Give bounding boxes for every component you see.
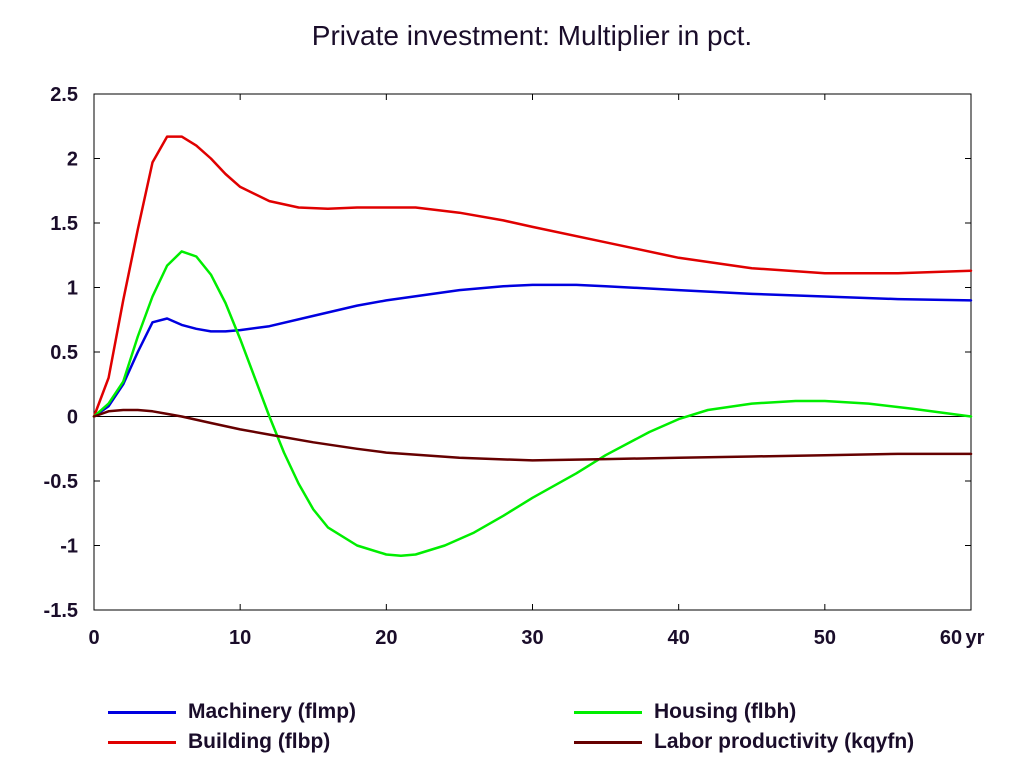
legend-swatch-labor-productivity: [574, 740, 642, 744]
x-tick-label: 60: [940, 627, 962, 649]
legend-item-labor-productivity: Labor productivity (kqyfn): [574, 730, 914, 754]
series-line-building: [92, 135, 973, 418]
x-tick-label: 20: [375, 627, 397, 649]
plot-frame: [93, 93, 972, 611]
x-unit-label: yr: [966, 627, 985, 649]
x-tick-label: 50: [814, 627, 836, 649]
y-tick-label: 2.5: [50, 84, 78, 106]
series-line-labor-productivity: [92, 408, 973, 462]
y-tick-label: 1: [67, 278, 78, 300]
y-tick-label: -1.5: [44, 600, 78, 622]
chart-title: Private investment: Multiplier in pct.: [311, 20, 753, 51]
x-tick-label: 40: [668, 627, 690, 649]
y-tick-label: 2: [67, 149, 78, 171]
y-tick-label: -0.5: [44, 471, 78, 493]
y-tick-label: 1.5: [50, 213, 78, 235]
x-tick-label: 10: [229, 627, 251, 649]
legend-label-building: Building (flbp): [188, 730, 331, 753]
legend-swatch-housing: [574, 710, 642, 714]
y-tick-label: 0: [67, 407, 78, 429]
legend-label-housing: Housing (flbh): [654, 700, 797, 723]
x-tick-label: 0: [88, 627, 99, 649]
legend-item-machinery: Machinery (flmp): [108, 700, 356, 724]
legend-label-machinery: Machinery (flmp): [188, 700, 357, 723]
y-tick-label: -1: [60, 536, 78, 558]
legend-item-housing: Housing (flbh): [574, 700, 796, 724]
series-line-housing: [92, 250, 973, 558]
legend-swatch-machinery: [108, 710, 176, 714]
series-line-machinery: [92, 283, 973, 418]
x-tick-label: 30: [521, 627, 543, 649]
legend-swatch-building: [108, 740, 176, 744]
y-tick-label: 0.5: [50, 342, 78, 364]
legend-item-building: Building (flbp): [108, 730, 330, 754]
legend-label-labor-productivity: Labor productivity (kqyfn): [654, 730, 915, 753]
